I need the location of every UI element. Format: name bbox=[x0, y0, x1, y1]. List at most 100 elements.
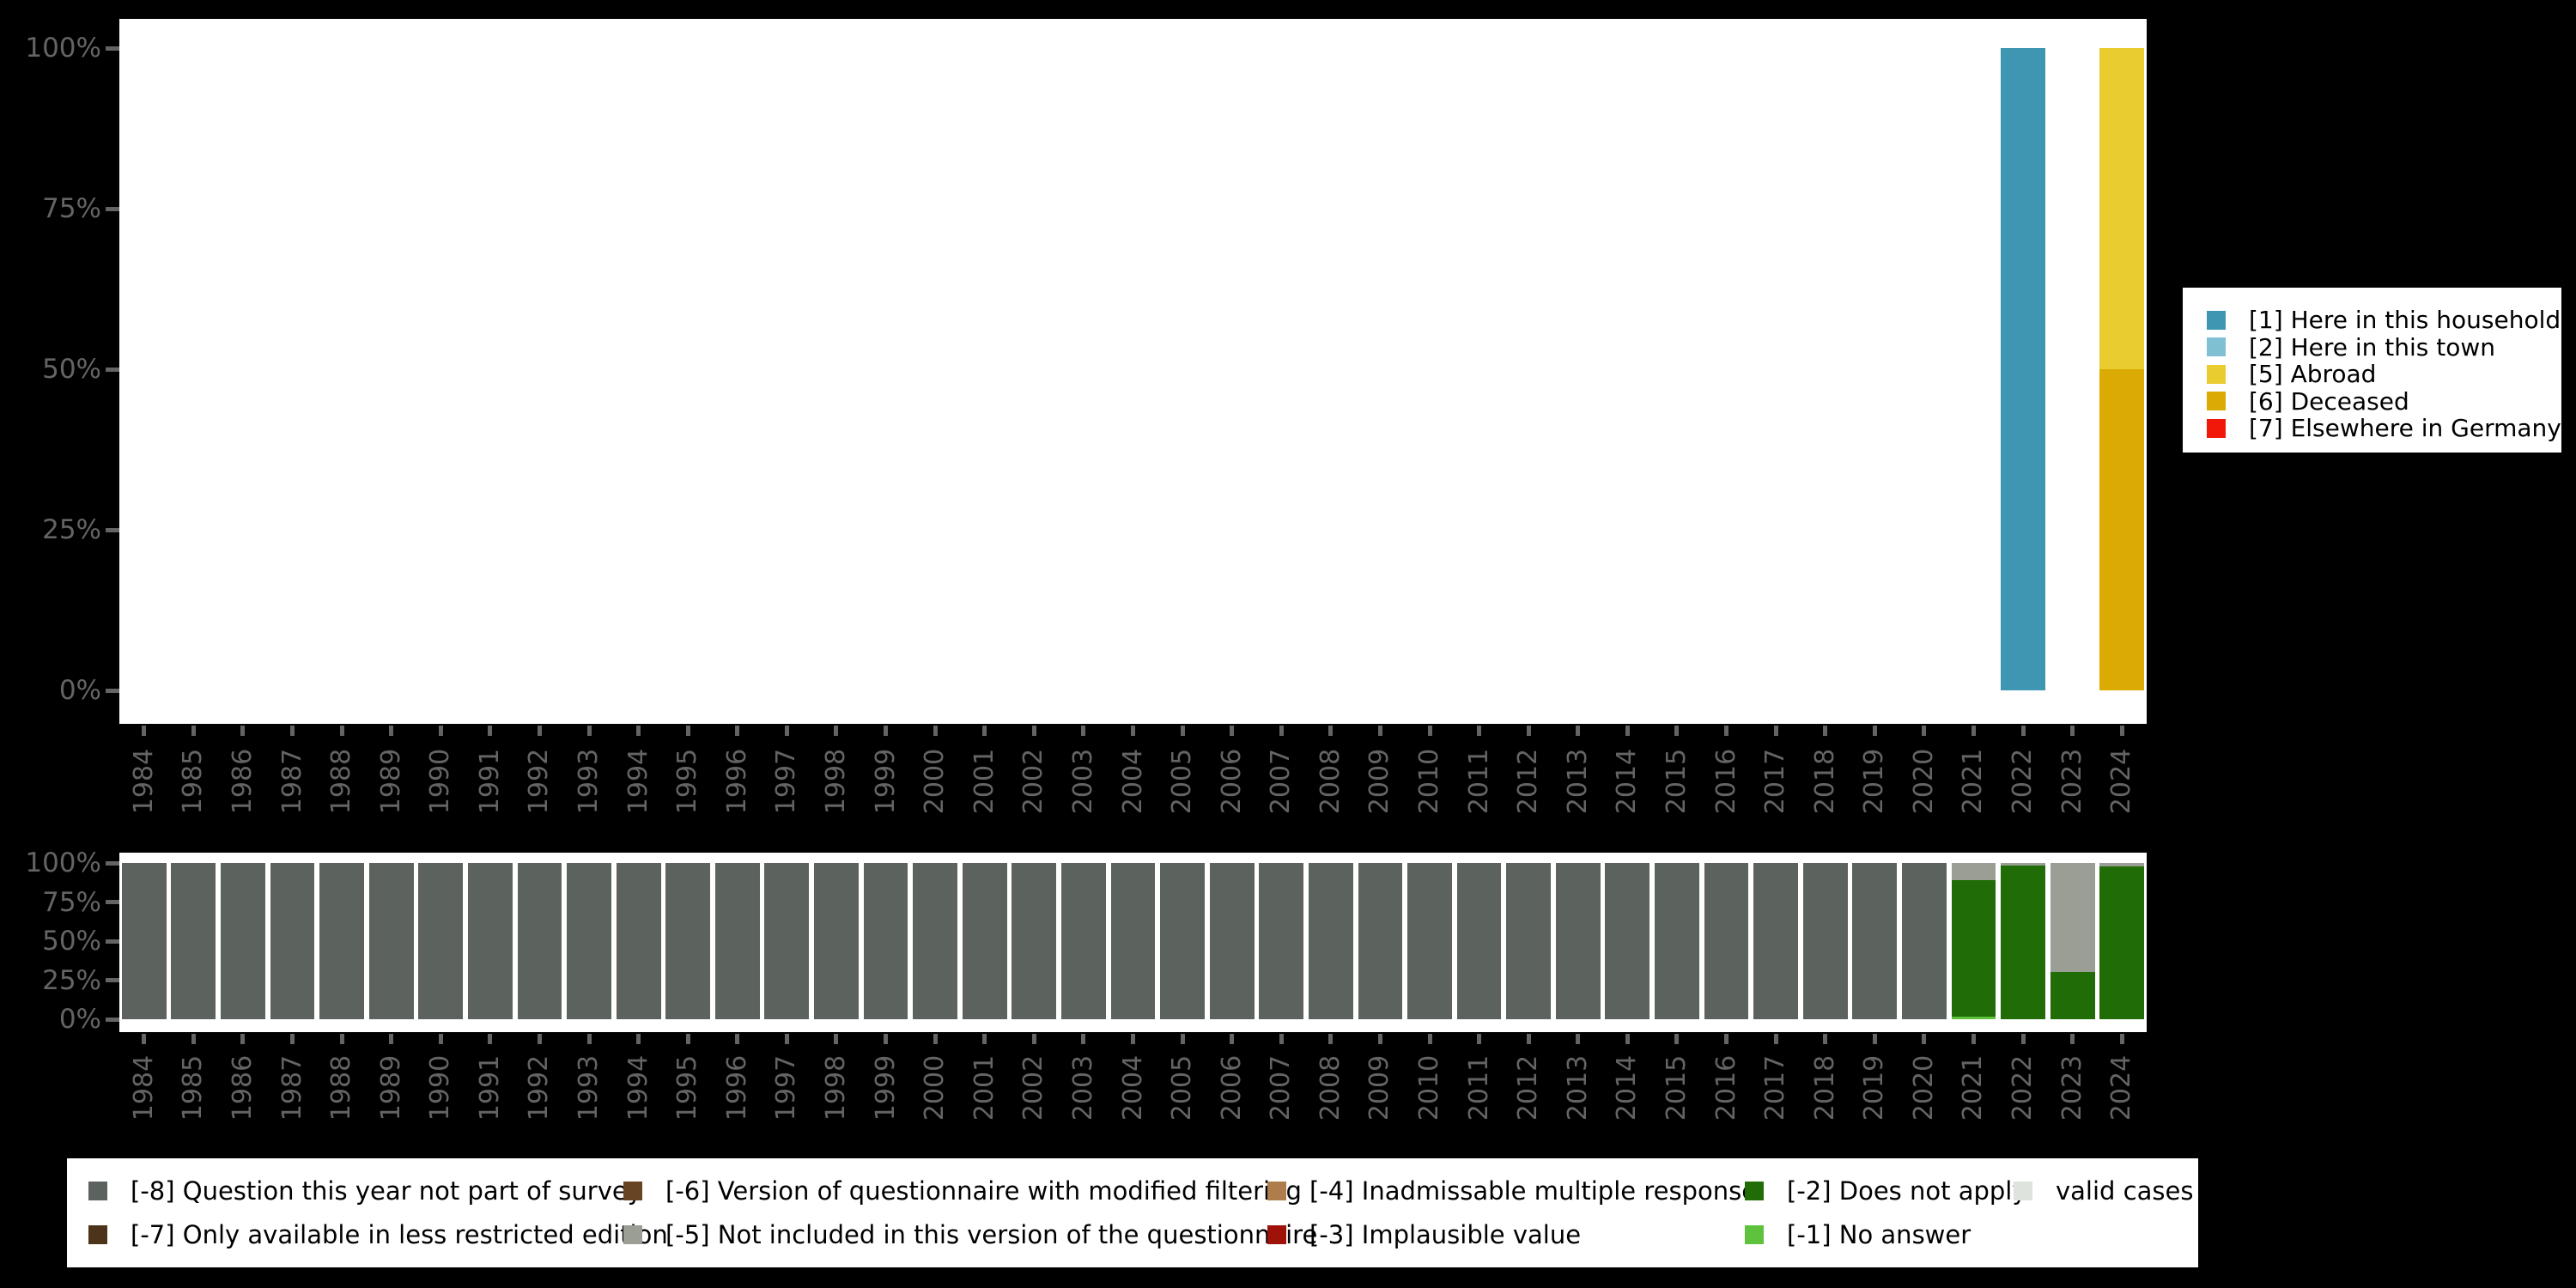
x-axis-label: 1987 bbox=[276, 1054, 307, 1121]
x-axis-tick bbox=[1328, 726, 1334, 736]
x-axis-tick bbox=[1081, 726, 1086, 736]
legend-label: valid cases bbox=[2056, 1176, 2194, 1206]
x-axis-tick bbox=[1477, 726, 1482, 736]
legend-label: [6] Deceased bbox=[2249, 386, 2409, 416]
legend-item: [-7] Only available in less restricted e… bbox=[88, 1220, 668, 1249]
x-axis-label: 1985 bbox=[178, 1054, 209, 1121]
x-axis-tick bbox=[1427, 1034, 1432, 1044]
x-axis-tick bbox=[1230, 726, 1235, 736]
y-axis-label: 25% bbox=[42, 514, 101, 545]
bar-segment bbox=[1358, 863, 1403, 1019]
x-axis-tick bbox=[1279, 726, 1284, 736]
x-axis-tick bbox=[2119, 726, 2124, 736]
stacked-bar-2012 bbox=[1506, 863, 1552, 1019]
legend-item: [-4] Inadmissable multiple response bbox=[1267, 1176, 1757, 1206]
legend-swatch bbox=[2207, 418, 2226, 438]
x-axis-tick bbox=[1922, 726, 1927, 736]
x-axis-tick bbox=[884, 1034, 889, 1044]
legend-label: [-7] Only available in less restricted e… bbox=[131, 1220, 668, 1249]
x-axis-label: 1989 bbox=[375, 1054, 406, 1121]
legend-label: [1] Here in this household bbox=[2249, 306, 2561, 335]
x-axis-tick bbox=[1724, 1034, 1729, 1044]
bar-segment bbox=[665, 863, 711, 1019]
legend-label: [7] Elsewhere in Germany bbox=[2249, 414, 2561, 443]
x-axis-label: 1999 bbox=[870, 1054, 901, 1121]
x-axis-label: 1995 bbox=[672, 1054, 703, 1121]
legend-swatch bbox=[2207, 392, 2226, 411]
x-axis-label: 2014 bbox=[1612, 748, 1643, 815]
bar-segment bbox=[1012, 863, 1057, 1019]
x-axis-tick bbox=[1872, 1034, 1877, 1044]
x-axis-tick bbox=[1131, 726, 1135, 736]
x-axis-tick bbox=[1377, 726, 1382, 736]
bar-segment bbox=[1308, 863, 1353, 1019]
x-axis-label: 2003 bbox=[1067, 1054, 1098, 1121]
bar-segment bbox=[2099, 863, 2145, 866]
bar-segment bbox=[1605, 863, 1650, 1019]
x-axis-label: 2007 bbox=[1266, 1054, 1297, 1121]
missings-legend: [-8] Question this year not part of surv… bbox=[67, 1158, 2198, 1267]
x-axis-tick bbox=[982, 726, 987, 736]
stacked-bar-2023 bbox=[2050, 863, 2095, 1019]
values-legend: [1] Here in this household [2] Here in th… bbox=[2183, 288, 2561, 453]
legend-item: [7] Elsewhere in Germany bbox=[2207, 414, 2561, 443]
x-axis-label: 2001 bbox=[969, 748, 999, 815]
x-axis-tick bbox=[586, 726, 592, 736]
x-axis-tick bbox=[537, 1034, 542, 1044]
x-axis-label: 2019 bbox=[1859, 1054, 1890, 1121]
x-axis-label: 2020 bbox=[1908, 1054, 1939, 1121]
x-axis-label: 2016 bbox=[1710, 1054, 1741, 1121]
stacked-bar-2024 bbox=[2099, 863, 2145, 1019]
stacked-bar-1996 bbox=[714, 863, 760, 1019]
x-axis-label: 1994 bbox=[623, 1054, 653, 1121]
stacked-bar-2008 bbox=[1308, 863, 1353, 1019]
x-axis-tick bbox=[1576, 726, 1581, 736]
bar-segment bbox=[121, 863, 167, 1019]
bar-segment bbox=[1704, 863, 1749, 1019]
x-axis-tick bbox=[339, 726, 344, 736]
x-axis-label: 2008 bbox=[1315, 748, 1346, 815]
y-axis-label: 0% bbox=[58, 1004, 101, 1035]
stacked-bar-1998 bbox=[814, 863, 859, 1019]
y-axis-tick bbox=[106, 527, 119, 532]
legend-swatch bbox=[2207, 310, 2226, 330]
bar-segment bbox=[270, 863, 315, 1019]
stacked-bar-2017 bbox=[1753, 863, 1798, 1019]
y-axis-label: 50% bbox=[42, 926, 101, 957]
x-axis-label: 2002 bbox=[1018, 748, 1049, 815]
legend-swatch bbox=[1745, 1225, 1764, 1244]
stacked-bar-1984 bbox=[121, 863, 167, 1019]
bar-segment bbox=[1456, 863, 1502, 1019]
y-axis-tick bbox=[106, 978, 119, 982]
x-axis-tick bbox=[685, 1034, 690, 1044]
legend-item: [-1] No answer bbox=[1745, 1220, 1971, 1249]
x-axis-tick bbox=[1180, 726, 1185, 736]
legend-swatch bbox=[2207, 364, 2226, 384]
bar-segment bbox=[814, 863, 859, 1019]
x-axis-label: 2006 bbox=[1216, 1054, 1247, 1121]
x-axis-tick bbox=[1031, 1034, 1036, 1044]
stacked-bar-1986 bbox=[221, 863, 265, 1019]
legend-label: [-2] Does not apply bbox=[1787, 1176, 2027, 1206]
x-axis-label: 2004 bbox=[1117, 748, 1148, 815]
y-axis-label: 75% bbox=[42, 886, 101, 918]
stacked-bar-1985 bbox=[171, 863, 216, 1019]
x-axis-tick bbox=[290, 1034, 295, 1044]
x-axis-label: 2001 bbox=[969, 1054, 999, 1121]
x-axis-label: 1996 bbox=[721, 748, 752, 815]
x-axis-tick bbox=[438, 1034, 443, 1044]
x-axis-tick bbox=[1180, 1034, 1185, 1044]
x-axis-tick bbox=[1081, 1034, 1086, 1044]
x-axis-label: 2009 bbox=[1364, 1054, 1395, 1121]
x-axis-tick bbox=[1576, 1034, 1581, 1044]
bar-segment bbox=[1951, 880, 1996, 1018]
x-axis-label: 1985 bbox=[178, 748, 209, 815]
x-axis-tick bbox=[537, 726, 542, 736]
x-axis-tick bbox=[290, 726, 295, 736]
x-axis-label: 1994 bbox=[623, 748, 653, 815]
bar-segment bbox=[1753, 863, 1798, 1019]
legend-item: [6] Deceased bbox=[2207, 386, 2561, 416]
x-axis-tick bbox=[240, 1034, 246, 1044]
x-axis-label: 2013 bbox=[1562, 1054, 1593, 1121]
x-axis-tick bbox=[1724, 726, 1729, 736]
